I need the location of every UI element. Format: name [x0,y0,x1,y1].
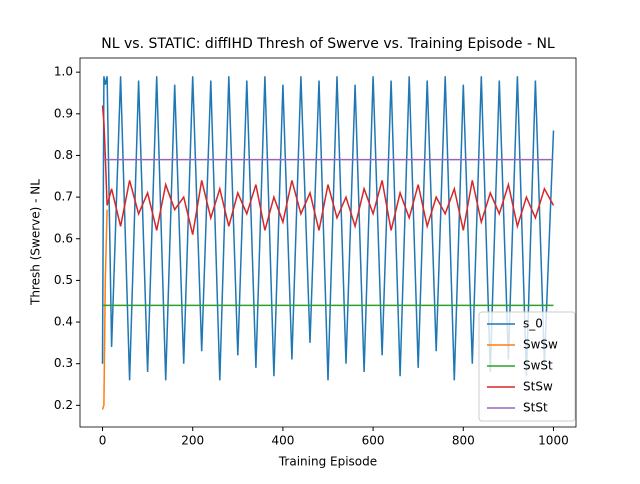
y-axis-label: Thresh (Swerve) - NL [29,179,43,306]
legend-box [478,311,576,422]
legend-label: SwSw [523,338,558,352]
x-tick-label: 200 [181,434,204,448]
y-tick-label: 1.0 [54,65,73,79]
x-tick-label: 800 [452,434,475,448]
y-tick-label: 0.5 [54,273,73,287]
plot-frame [79,57,577,428]
y-tick-label: 0.8 [54,148,73,162]
chart-title: NL vs. STATIC: diffIHD Thresh of Swerve … [101,36,555,52]
y-tick-label: 0.6 [54,231,73,245]
x-tick-label: 600 [362,434,385,448]
y-tick-label: 0.9 [54,106,73,120]
x-tick-label: 0 [99,434,107,448]
legend-label: SwSt [523,359,553,373]
legend-label: s_0 [523,317,543,331]
y-tick-label: 0.2 [54,398,73,412]
series-line [101,105,555,235]
x-axis-label: Training Episode [278,455,377,469]
y-tick-label: 0.4 [54,315,73,329]
y-tick-label: 0.7 [54,190,73,204]
x-tick-label: 1000 [538,434,569,448]
y-tick-label: 0.3 [54,356,73,370]
series-line [101,209,108,410]
x-tick-label: 400 [271,434,294,448]
legend-label: StSw [523,380,553,394]
legend-label: StSt [523,401,548,415]
